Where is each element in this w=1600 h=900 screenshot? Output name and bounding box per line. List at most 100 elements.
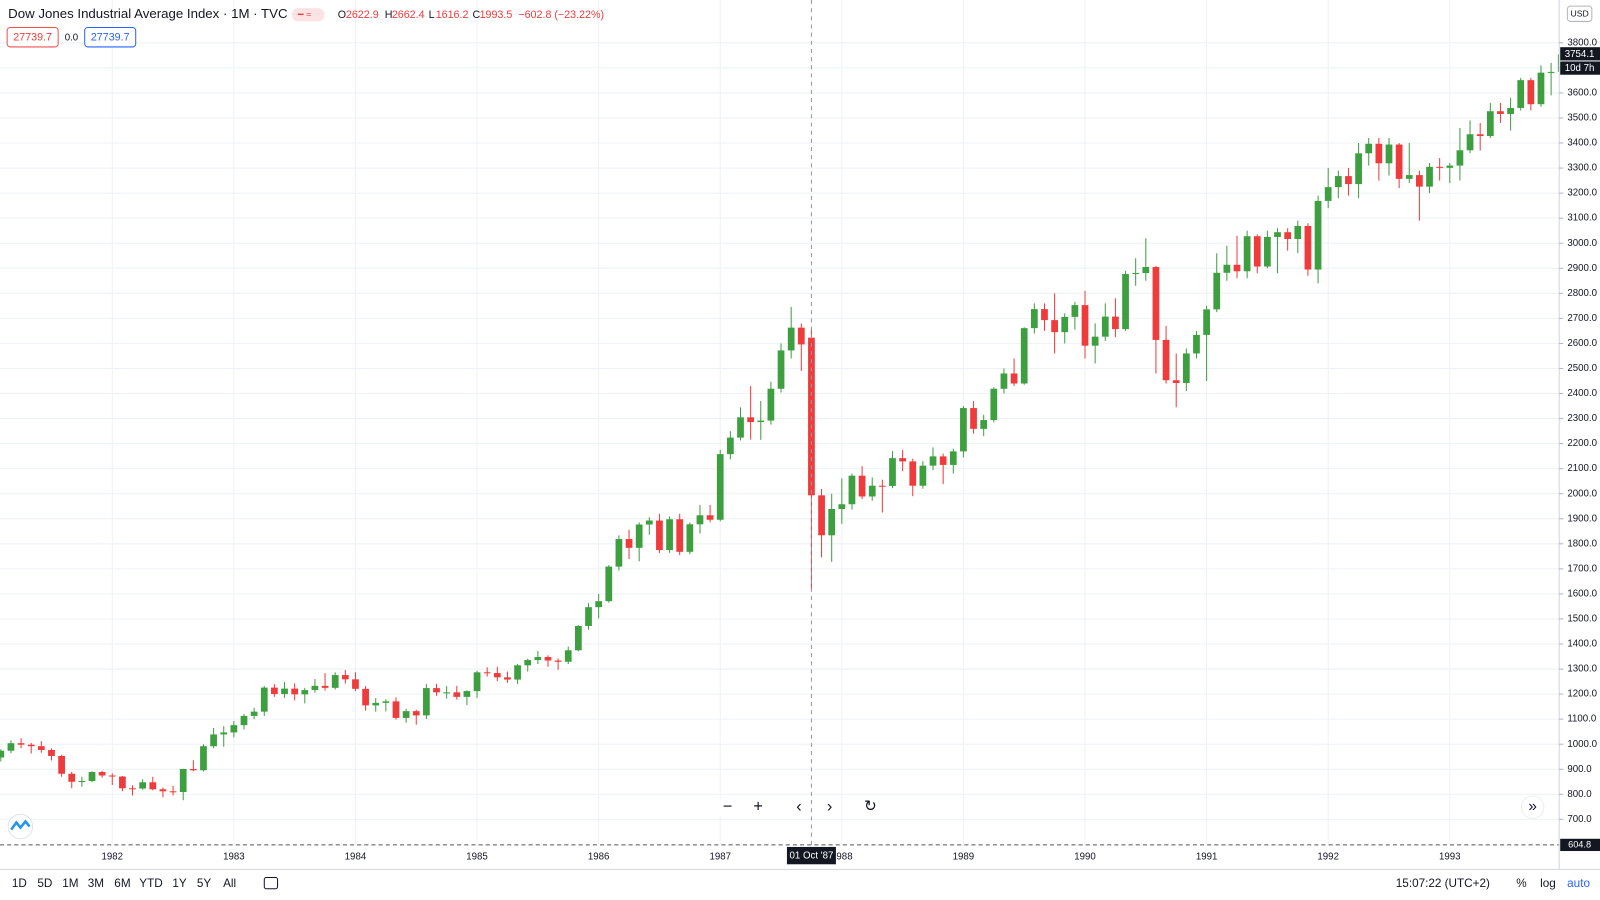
y-tick-label: 2200.0 — [1567, 438, 1597, 449]
candle-body — [1132, 273, 1140, 275]
candle-body — [169, 791, 177, 793]
candle-body — [889, 458, 896, 486]
candle-body — [1466, 134, 1474, 151]
scroll-right[interactable] — [818, 795, 841, 819]
bottom-line-label: 604.8 — [1568, 839, 1591, 849]
candle-body — [1274, 232, 1281, 237]
candle-body — [919, 465, 927, 486]
candle-body — [656, 520, 663, 551]
candle-body — [1527, 80, 1535, 105]
buy-button[interactable] — [84, 27, 137, 48]
candle-body — [1547, 71, 1555, 73]
y-tick-label: 3500.0 — [1567, 113, 1597, 124]
y-tick-label: 2900.0 — [1567, 263, 1597, 274]
candle-body — [250, 711, 258, 716]
range-button[interactable]: 3M — [88, 877, 104, 890]
range-button[interactable]: 5D — [37, 877, 52, 890]
candle-body — [179, 768, 187, 793]
y-tick-label: 2600.0 — [1567, 338, 1597, 349]
candle-body — [453, 692, 461, 697]
candle-body — [858, 475, 866, 497]
scroll-left-icon: ‹ — [796, 797, 801, 815]
zoom-in[interactable] — [746, 795, 770, 819]
candle-body — [159, 789, 167, 792]
candle-body — [564, 650, 572, 662]
legend-l: L — [429, 9, 435, 21]
candle-body — [301, 690, 309, 695]
zoom-out[interactable] — [716, 795, 739, 819]
scroll-left[interactable] — [787, 795, 811, 819]
scroll-end[interactable] — [1520, 795, 1545, 819]
candle-body — [970, 408, 977, 429]
y-tick-label: 1100.0 — [1567, 714, 1597, 725]
candle-body — [108, 775, 116, 777]
range-button[interactable]: All — [223, 877, 236, 890]
y-tick-label: 3200.0 — [1567, 188, 1597, 199]
candle-body — [777, 350, 785, 389]
y-tick-label: 1900.0 — [1567, 513, 1597, 524]
status-pill[interactable] — [291, 8, 325, 22]
candles — [0, 54, 1560, 801]
candle-body — [716, 454, 724, 520]
candle-body — [1091, 336, 1099, 346]
range-button[interactable]: 1D — [12, 877, 27, 890]
candle-body — [757, 420, 765, 423]
candle-body — [1172, 380, 1180, 383]
candle-body — [635, 524, 643, 548]
range-button[interactable]: YTD — [139, 877, 162, 890]
candle-body — [625, 539, 633, 548]
candle-body — [88, 772, 96, 782]
x-tick-label: 1986 — [588, 852, 610, 863]
range-button[interactable]: 1Y — [172, 877, 187, 890]
candle-body — [818, 495, 825, 536]
bottom-line-box — [1560, 838, 1600, 852]
candle-body — [321, 685, 329, 688]
candle-body — [1233, 264, 1241, 272]
y-tick-label: 2000.0 — [1567, 488, 1597, 499]
candle-body — [554, 660, 562, 662]
candle-body — [98, 772, 106, 776]
candle-body — [737, 417, 744, 438]
sell-button[interactable] — [6, 27, 59, 48]
candle-body — [230, 725, 238, 733]
candle-body — [615, 539, 623, 567]
candle-body — [990, 388, 998, 421]
y-tick-label: 700.0 — [1567, 814, 1592, 825]
candle-body — [1122, 274, 1129, 330]
candle-body — [1243, 236, 1251, 272]
candle-body — [1294, 225, 1302, 239]
candle-body — [1365, 143, 1373, 154]
clock: 15:07:22 (UTC+2) — [1396, 877, 1490, 890]
candle-body — [1253, 236, 1261, 267]
scale-button[interactable]: auto — [1567, 877, 1590, 890]
candle-body — [828, 508, 836, 536]
range-button[interactable]: 1M — [62, 877, 78, 890]
candle-body — [575, 625, 582, 651]
candle-body — [412, 711, 420, 716]
last-price-box — [1560, 47, 1600, 61]
candle-body — [210, 734, 217, 747]
y-tick-label: 900.0 — [1567, 764, 1592, 775]
range-button[interactable]: 5Y — [197, 877, 212, 890]
y-tick-label: 3600.0 — [1567, 87, 1597, 98]
candle-body — [899, 458, 906, 462]
candle-body — [1213, 272, 1221, 310]
reset[interactable] — [859, 795, 882, 819]
last-price: 3754.1 — [1565, 49, 1595, 60]
scale-button[interactable]: % — [1516, 877, 1526, 890]
range-button[interactable]: 6M — [114, 877, 130, 890]
candle-body — [48, 749, 55, 756]
legend-close: 1993.5 — [480, 9, 513, 21]
scale-button[interactable]: log — [1540, 877, 1556, 890]
candle-body — [17, 743, 25, 745]
scroll-right-icon: › — [827, 797, 832, 815]
candle-body — [504, 677, 511, 680]
crosshair-time: 01 Oct '87 — [789, 851, 833, 862]
candle-body — [37, 746, 45, 750]
candle-body — [58, 755, 65, 774]
currency-box[interactable] — [1566, 5, 1593, 22]
candle-body — [1324, 187, 1332, 201]
candle-body — [463, 691, 471, 697]
date-range-icon[interactable] — [263, 877, 279, 890]
